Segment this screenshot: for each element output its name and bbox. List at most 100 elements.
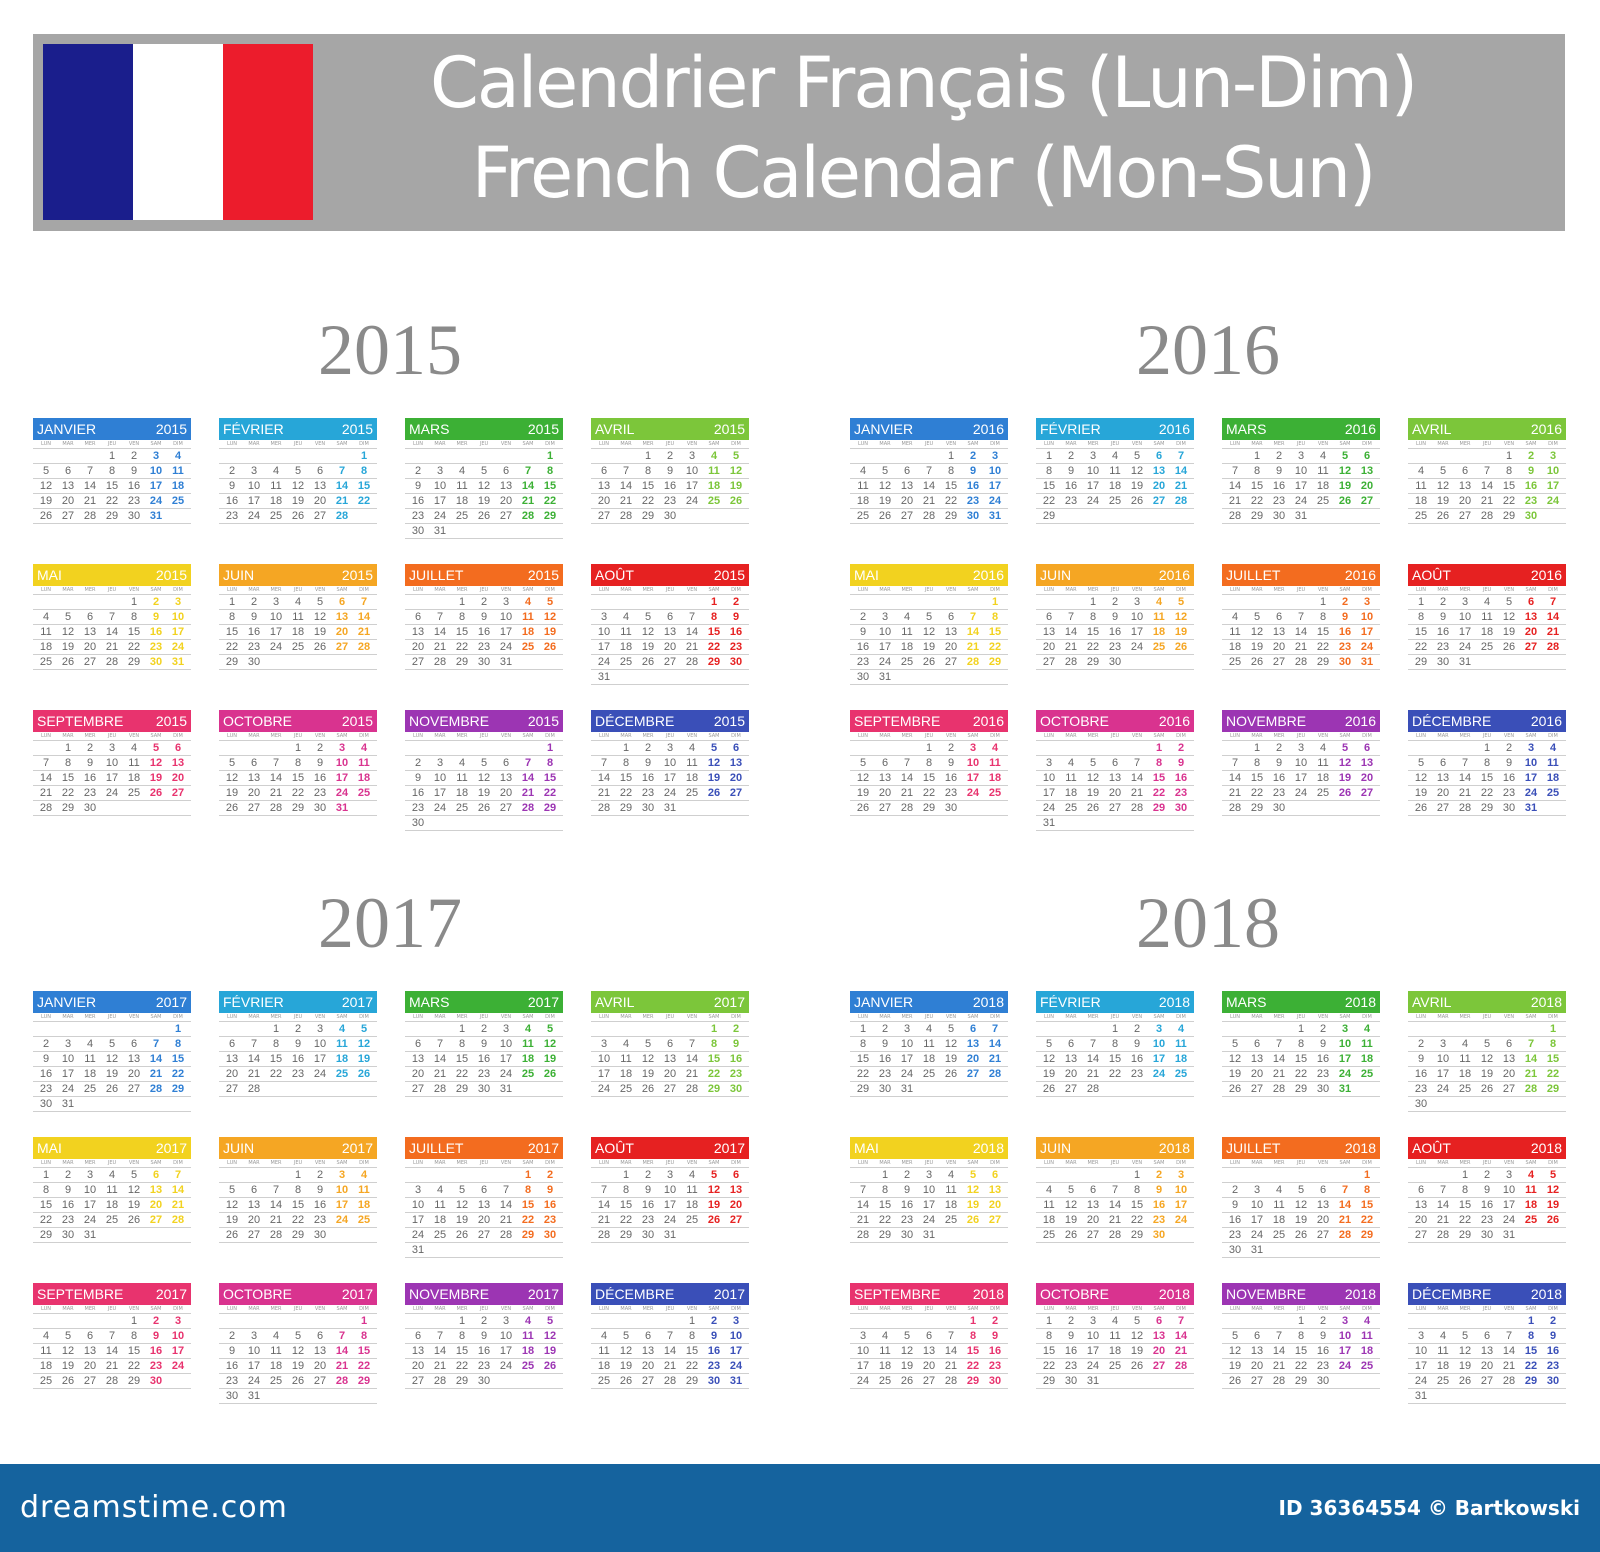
day-cell: 30 [477, 1375, 491, 1387]
day-cell: 12 [291, 480, 305, 492]
weekday-label: LUN [1230, 1306, 1240, 1312]
weekday-label: LUN [1230, 733, 1240, 739]
day-cell: 3 [316, 1023, 324, 1035]
day-cell: 4 [688, 1169, 696, 1181]
day-cell: 16 [1152, 1199, 1166, 1211]
day-cell: 10 [171, 1330, 185, 1342]
day-cell [429, 741, 451, 755]
day-cell: 31 [61, 1098, 75, 1110]
day-cell [57, 449, 79, 463]
day-cell: 20 [1360, 480, 1374, 492]
day-cell: 19 [127, 1199, 141, 1211]
day-cell: 24 [335, 1214, 349, 1226]
day-cell: 27 [1360, 787, 1374, 799]
weekday-label: SAM [967, 441, 979, 447]
day-cell: 27 [1272, 656, 1286, 668]
day-cell: 20 [1502, 1068, 1516, 1080]
weekday-label: LUN [599, 1160, 609, 1166]
weekday-label: MAR [1437, 733, 1449, 739]
day-cell: 30 [1174, 802, 1188, 814]
weekday-label: DIM [545, 441, 555, 447]
weekday-label: VEN [500, 733, 512, 739]
day-cell: 9 [644, 1184, 652, 1196]
day-cell [918, 449, 940, 463]
day-cell: 12 [922, 626, 936, 638]
day-cell: 10 [499, 611, 513, 623]
weekday-label: VEN [128, 587, 140, 593]
day-cell [681, 1228, 703, 1242]
day-cell: 2 [1177, 742, 1185, 754]
day-cell: 11 [598, 1345, 610, 1357]
day-cell: 10 [1338, 1330, 1352, 1342]
weekday-label: SAM [336, 1014, 348, 1020]
day-cell: 29 [966, 1375, 980, 1387]
weekday-label: LUN [1044, 733, 1054, 739]
day-cell [1082, 1022, 1104, 1036]
weekday-label: DIM [1176, 1160, 1186, 1166]
day-cell [940, 1314, 962, 1328]
day-cell: 2 [1275, 450, 1283, 462]
weekday-label: MER [1273, 1014, 1285, 1020]
day-cell: 26 [707, 787, 721, 799]
month-name: JUILLET [409, 567, 464, 583]
day-cell: 26 [878, 510, 892, 522]
title-line-french: Calendrier Français (Lun-Dim) [429, 42, 1418, 124]
day-cell: 20 [1042, 641, 1056, 653]
day-cell: 12 [1228, 1345, 1242, 1357]
day-cell [1520, 1097, 1542, 1111]
day-cell [1246, 1168, 1268, 1182]
day-cell: 4 [42, 1330, 50, 1342]
weekday-label: LUN [1044, 587, 1054, 593]
month-header: NOVEMBRE 2017 [405, 1283, 563, 1305]
day-cell: 10 [922, 1184, 936, 1196]
weekday-label: MER [270, 1306, 282, 1312]
day-cell: 16 [1480, 1199, 1494, 1211]
day-cell: 1 [710, 596, 718, 608]
day-cell: 16 [729, 1053, 743, 1065]
day-cell: 22 [225, 641, 239, 653]
day-cell: 31 [499, 656, 513, 668]
month-name: JANVIER [854, 994, 914, 1010]
day-cell: 14 [433, 626, 447, 638]
day-cell: 12 [543, 1038, 557, 1050]
day-cell: 15 [543, 772, 557, 784]
day-cell: 3 [1155, 1023, 1163, 1035]
day-cell: 26 [1250, 656, 1264, 668]
day-cell: 28 [1524, 1083, 1538, 1095]
day-cell [1104, 816, 1126, 830]
day-cell [429, 1022, 451, 1036]
day-cell [221, 1314, 243, 1328]
day-cell: 29 [856, 1083, 870, 1095]
day-cell: 14 [269, 772, 283, 784]
weekday-header-row: LUN MAR MER JEU VEN SAM DIM [591, 1159, 749, 1168]
day-cell: 23 [83, 787, 97, 799]
day-cell: 7 [1231, 465, 1239, 477]
day-cell: 17 [1458, 626, 1472, 638]
day-cell: 18 [455, 787, 469, 799]
day-cell [243, 1022, 265, 1036]
month-calendar: MARS 2018 LUN MAR MER JEU VEN SAM DIM 1 2 3 4 5 6 7 8 9 10… [1222, 991, 1380, 1107]
day-cell: 9 [546, 1184, 554, 1196]
day-cell: 22 [707, 1068, 721, 1080]
day-cell: 5 [732, 450, 740, 462]
day-cell: 23 [1228, 1229, 1242, 1241]
weekday-label: DIM [1176, 1014, 1186, 1020]
day-cell: 19 [1130, 1345, 1144, 1357]
day-cell: 16 [1338, 626, 1352, 638]
week-row: 15 16 17 18 19 20 21 [1036, 479, 1194, 494]
weekday-label: VEN [686, 1014, 698, 1020]
day-cell: 21 [433, 641, 447, 653]
day-cell [1148, 1082, 1170, 1096]
week-row: 9 10 11 12 13 14 15 [1408, 1052, 1566, 1067]
week-row: 18 19 20 21 22 23 24 [1036, 1213, 1194, 1228]
weekday-label: JEU [1482, 1014, 1492, 1020]
day-cell: 12 [1294, 1199, 1308, 1211]
day-cell [1498, 1314, 1520, 1328]
day-cell: 28 [1338, 1229, 1352, 1241]
weekday-label: VEN [945, 1014, 957, 1020]
day-cell: 29 [1086, 656, 1100, 668]
day-cell: 27 [477, 1229, 491, 1241]
day-cell: 14 [922, 480, 936, 492]
day-cell: 6 [130, 1038, 138, 1050]
day-cell: 16 [988, 1345, 1002, 1357]
